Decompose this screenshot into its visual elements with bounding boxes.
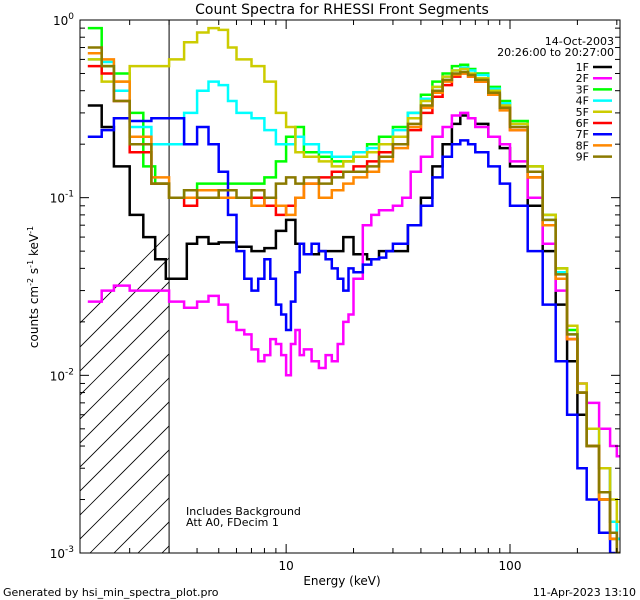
- series-layer: [87, 26, 620, 553]
- hatch-stroke: [80, 281, 170, 372]
- background-note: Includes Background: [186, 505, 301, 518]
- x-tick-label: 10: [278, 559, 293, 573]
- date-label: 14-Oct-2003: [545, 35, 614, 48]
- series-9f: [87, 46, 620, 553]
- legend-label-5f: 5F: [576, 106, 589, 119]
- series-7f: [87, 116, 620, 553]
- series-2f: [87, 111, 620, 458]
- y-tick-label: 10-3: [50, 545, 74, 561]
- time-range-label: 20:26:00 to 20:27:00: [497, 46, 614, 59]
- hatch-stroke: [80, 401, 170, 492]
- series-5f: [87, 26, 620, 523]
- y-tick-label: 10-1: [50, 190, 74, 206]
- series-1f: [87, 104, 620, 541]
- legend-label-2f: 2F: [576, 72, 589, 85]
- chart-title: Count Spectra for RHESSI Front Segments: [195, 2, 489, 18]
- plot-frame: [79, 19, 621, 554]
- y-label-exp-cm: -2: [26, 278, 35, 286]
- legend-label-8f: 8F: [576, 139, 589, 152]
- footer-timestamp: 11-Apr-2023 13:10: [533, 586, 636, 599]
- legend-label-9f: 9F: [576, 151, 589, 164]
- x-axis-label: Energy (keV): [303, 574, 380, 588]
- hatch-stroke: [80, 449, 170, 540]
- hatch-stroke: [80, 425, 170, 516]
- axes-layer: 10 100 100 10-1 10-2 10-3: [50, 12, 620, 573]
- y-label-seconds: s: [27, 268, 41, 278]
- y-axis-label: counts cm-2 s-1 keV-1: [26, 226, 41, 348]
- y-label-kev: keV: [27, 233, 41, 260]
- y-label-exp-kev: -1: [26, 226, 35, 234]
- x-tick-label: 100: [499, 559, 522, 573]
- attenuator-note: Att A0, FDecim 1: [186, 516, 279, 529]
- legend-label-6f: 6F: [576, 117, 589, 130]
- legend-label-3f: 3F: [576, 83, 589, 96]
- legend-label-4f: 4F: [576, 95, 589, 108]
- y-label-base: counts cm: [27, 286, 41, 348]
- hatch-stroke: [80, 377, 170, 468]
- legend-label-7f: 7F: [576, 128, 589, 141]
- y-tick-label: 100: [53, 12, 74, 28]
- footer-generated-by: Generated by hsi_min_spectra_plot.pro: [3, 586, 219, 599]
- legend-label-1f: 1F: [576, 61, 589, 74]
- hatch-stroke: [80, 257, 170, 348]
- y-label-exp-s: -1: [26, 260, 35, 268]
- y-tick-label: 10-2: [50, 367, 74, 383]
